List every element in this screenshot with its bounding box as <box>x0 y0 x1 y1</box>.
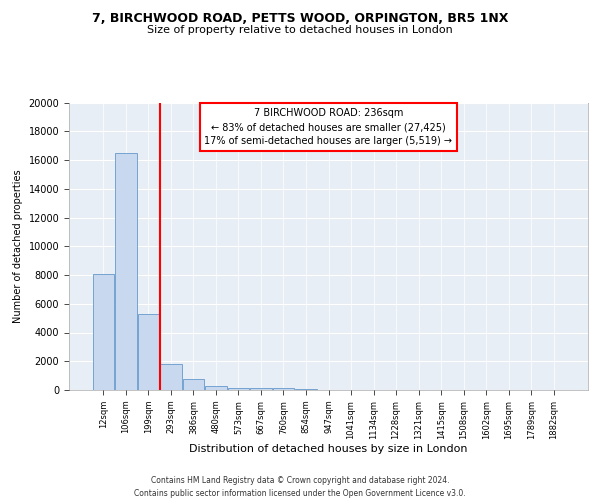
Bar <box>205 386 227 390</box>
Text: 7 BIRCHWOOD ROAD: 236sqm
← 83% of detached houses are smaller (27,425)
17% of se: 7 BIRCHWOOD ROAD: 236sqm ← 83% of detach… <box>205 108 452 146</box>
Y-axis label: Number of detached properties: Number of detached properties <box>13 170 23 323</box>
Bar <box>182 379 204 390</box>
Bar <box>92 274 114 390</box>
X-axis label: Distribution of detached houses by size in London: Distribution of detached houses by size … <box>189 444 468 454</box>
Bar <box>228 388 249 390</box>
Bar <box>115 153 137 390</box>
Text: Contains HM Land Registry data © Crown copyright and database right 2024.
Contai: Contains HM Land Registry data © Crown c… <box>134 476 466 498</box>
Bar <box>250 388 272 390</box>
Bar <box>160 364 182 390</box>
Text: Size of property relative to detached houses in London: Size of property relative to detached ho… <box>147 25 453 35</box>
Bar <box>273 388 294 390</box>
Text: 7, BIRCHWOOD ROAD, PETTS WOOD, ORPINGTON, BR5 1NX: 7, BIRCHWOOD ROAD, PETTS WOOD, ORPINGTON… <box>92 12 508 26</box>
Bar <box>137 314 159 390</box>
